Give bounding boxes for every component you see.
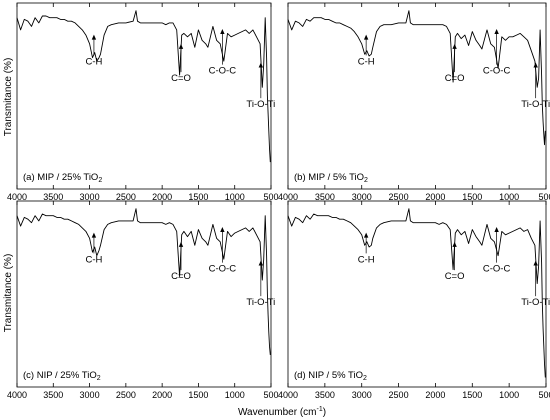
x-tick-label: 1500: [188, 390, 208, 400]
x-tick-label: 3500: [315, 192, 335, 202]
x-tick-label: 2000: [152, 192, 172, 202]
x-tick-label: 3500: [315, 390, 335, 400]
x-tick-label: 4000: [278, 192, 298, 202]
annotation-label: C-H: [358, 56, 375, 67]
annotation-label: C-H: [358, 254, 375, 265]
annotation-label: C-O-C: [483, 264, 511, 275]
x-axis-label-sup: -1: [316, 406, 322, 413]
annotation-label: C=O: [445, 73, 465, 84]
x-tick-label: 4000: [7, 390, 27, 400]
x-tick-label: 500: [263, 390, 278, 400]
annotation-arrowhead: [220, 29, 225, 35]
plot-frame: [16, 2, 272, 190]
x-tick-label: 1500: [462, 390, 482, 400]
x-tick-label: 3500: [43, 390, 63, 400]
panel-label-main: (d) NIP / 5% TiO: [294, 370, 363, 381]
y-axis-label-bottom: Transmitance (%): [3, 254, 14, 333]
panel-c: 4000 3500 3000 2500 2000 1500 1000 500 C-H C=O C-O…: [7, 200, 279, 400]
x-tick-label: 2500: [389, 192, 409, 202]
x-tick-label: 500: [538, 192, 550, 202]
panel-label-main: (c) NIP / 25% TiO: [23, 370, 97, 381]
x-tick-label: 2500: [389, 390, 409, 400]
panels-group: 4000 3500 3000 2500 2000 1500 1000 500C-HC=OC-O…: [7, 2, 550, 400]
annotation-label: C=O: [445, 271, 465, 282]
annotation-arrowhead: [220, 227, 225, 233]
x-tick-label: 500: [538, 390, 550, 400]
x-axis-label-main: Wavenumber (cm: [238, 407, 317, 418]
spectrum-line: [287, 208, 546, 378]
spectrum-line: [16, 208, 271, 355]
panel-label-sub: 2: [363, 375, 367, 382]
y-axis-label-top: Transmitance (%): [3, 58, 14, 137]
panel-label: (b) MIP / 5% TiO2: [294, 172, 368, 184]
x-axis-label-close: ): [323, 407, 326, 418]
x-tick-label: 1000: [225, 390, 245, 400]
panel-label: (d) NIP / 5% TiO2: [294, 370, 367, 382]
annotation-arrowhead: [452, 241, 457, 247]
x-tick-label: 1500: [462, 192, 482, 202]
x-tick-label: 4000: [7, 192, 27, 202]
x-tick-label: 3000: [352, 192, 372, 202]
panel-d: 4000 3500 3000 2500 2000 1500 1000 500 C-H C=O C-O…: [278, 200, 550, 400]
x-tick-label: 500: [263, 192, 278, 202]
annotation-arrowhead: [494, 227, 499, 233]
annotation-arrowhead: [533, 260, 538, 266]
annotation-label: Ti-O-Ti: [521, 99, 550, 110]
annotation-label: C-O-C: [483, 66, 511, 77]
panel-label-main: (a) MIP / 25% TiO: [23, 172, 98, 183]
x-tick-label: 2000: [152, 390, 172, 400]
panel-a: 4000 3500 3000 2500 2000 1500 1000 500 C-H C=O C-O…: [7, 2, 279, 202]
panel-label-sub: 2: [98, 177, 102, 184]
x-tick-label: 2500: [116, 192, 136, 202]
annotation-arrowhead: [452, 43, 457, 49]
x-tick-label: 2000: [425, 192, 445, 202]
annotation-arrowhead: [363, 34, 369, 40]
panel-label: (c) NIP / 25% TiO2: [23, 370, 101, 382]
annotation-label: C-H: [85, 254, 102, 265]
annotation-arrowhead: [91, 232, 97, 238]
annotation-arrowhead: [178, 43, 184, 49]
annotation-label: C=O: [171, 73, 191, 84]
annotation-arrowhead: [363, 232, 369, 238]
annotation-arrowhead: [494, 29, 499, 35]
annotation-arrowhead: [178, 241, 184, 247]
panel-b: 4000 3500 3000 2500 2000 1500 1000 500 C-H C=O C-O…: [278, 2, 550, 202]
x-tick-label: 3500: [43, 192, 63, 202]
annotation-label: C-H: [85, 56, 102, 67]
annotation-arrowhead: [258, 62, 264, 68]
annotation-arrowhead: [533, 62, 538, 68]
x-tick-label: 1000: [225, 192, 245, 202]
spectrum-line: [16, 10, 271, 163]
annotation-label: Ti-O-Ti: [246, 297, 275, 308]
x-tick-label: 3000: [80, 192, 100, 202]
panel-label: (a) MIP / 25% TiO2: [23, 172, 102, 184]
x-axis-label: Wavenumber (cm-1): [238, 406, 326, 418]
annotation-arrowhead: [91, 34, 97, 40]
annotation-label: C-O-C: [209, 264, 237, 275]
x-tick-label: 2500: [116, 390, 136, 400]
panel-label-sub: 2: [364, 177, 368, 184]
panel-label-main: (b) MIP / 5% TiO: [294, 172, 364, 183]
spectrum-line: [287, 10, 546, 146]
plot-frame: [16, 200, 272, 388]
x-tick-label: 1000: [499, 390, 519, 400]
annotation-arrowhead: [258, 260, 264, 266]
panel-label-sub: 2: [97, 375, 101, 382]
x-tick-label: 3000: [80, 390, 100, 400]
annotation-label: Ti-O-Ti: [521, 297, 550, 308]
x-tick-label: 1000: [499, 192, 519, 202]
x-tick-label: 2000: [425, 390, 445, 400]
annotation-label: Ti-O-Ti: [246, 99, 275, 110]
x-tick-label: 1500: [188, 192, 208, 202]
annotation-label: C-O-C: [209, 66, 237, 77]
plot-frame: [287, 2, 547, 190]
x-tick-label: 4000: [278, 390, 298, 400]
plot-frame: [287, 200, 547, 388]
x-tick-label: 3000: [352, 390, 372, 400]
annotation-label: C=O: [171, 271, 191, 282]
